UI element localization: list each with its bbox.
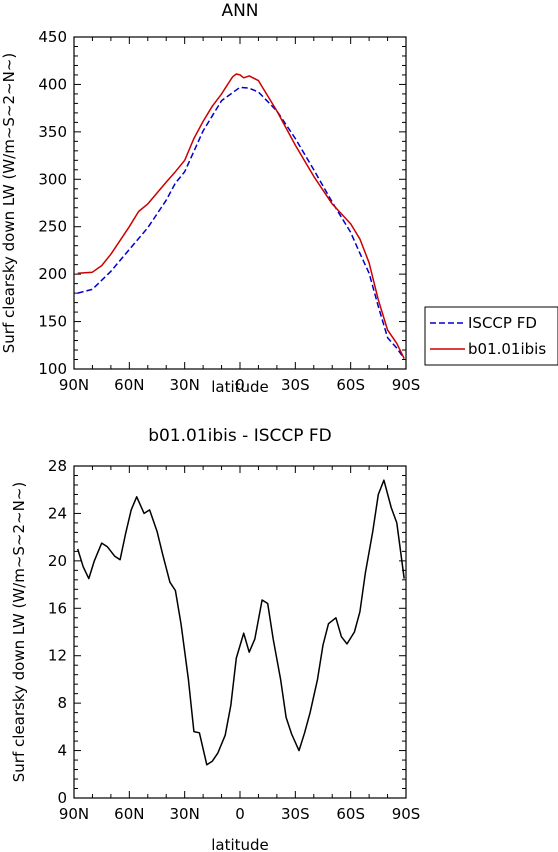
legend-label-model: b01.01ibis — [468, 340, 546, 358]
bottom-axis-ticks — [73, 465, 407, 799]
top-series-lines — [77, 73, 405, 360]
top-axis-ticks — [73, 36, 407, 370]
bottom-y-tick-labels: 0 4 8 12 16 20 24 28 — [48, 457, 67, 807]
top-y-tick-label: 100 — [38, 360, 67, 378]
top-y-tick-label: 300 — [38, 170, 67, 188]
bottom-chart-title: b01.01ibis - ISCCP FD — [148, 426, 332, 446]
top-series-line-b01-01ibis — [77, 73, 405, 359]
top-y-tick-label: 150 — [38, 313, 67, 331]
bottom-x-tick-label: 90N — [59, 805, 89, 823]
bottom-x-tick-label: 60S — [336, 805, 365, 823]
top-x-tick-labels: 90N 60N 30N 0 30S 60S 90S — [59, 376, 420, 394]
top-y-tick-label: 350 — [38, 123, 67, 141]
bottom-y-tick-label: 4 — [57, 742, 67, 760]
legend: ISCCP FD b01.01ibis — [424, 306, 558, 366]
bottom-y-tick-label: 20 — [48, 552, 67, 570]
bottom-x-tick-labels: 90N 60N 30N 0 30S 60S 90S — [59, 805, 420, 823]
top-y-tick-label: 450 — [38, 28, 67, 46]
bottom-x-tick-label: 90S — [392, 805, 421, 823]
top-x-tick-label: 90N — [59, 376, 89, 394]
top-y-axis-label: Surf clearsky down LW (W/m~S~2~N~) — [0, 53, 18, 353]
top-x-tick-label: 90S — [392, 376, 421, 394]
bottom-y-axis-label: Surf clearsky down LW (W/m~S~2~N~) — [10, 482, 28, 782]
top-x-tick-label: 30N — [170, 376, 200, 394]
top-y-tick-labels: 100 150 200 250 300 350 400 450 — [38, 28, 67, 378]
top-plot-frame — [73, 36, 407, 370]
top-y-tick-label: 200 — [38, 265, 67, 283]
top-panel: ANN 90N 60N 30N 0 30S 60S 90S 100 150 200 250 300 3… — [0, 1, 558, 396]
top-x-tick-label: 30S — [281, 376, 310, 394]
bottom-y-tick-label: 8 — [57, 694, 67, 712]
top-x-axis-label: latitude — [211, 378, 269, 396]
bottom-series-line-difference — [76, 479, 405, 766]
legend-label-isccp: ISCCP FD — [468, 314, 537, 332]
top-x-tick-label: 60S — [336, 376, 365, 394]
bottom-y-tick-label: 16 — [48, 599, 67, 617]
bottom-plot-frame — [73, 465, 407, 799]
bottom-x-tick-label: 60N — [114, 805, 144, 823]
top-y-tick-label: 250 — [38, 218, 67, 236]
bottom-y-tick-label: 28 — [48, 457, 67, 475]
bottom-panel: b01.01ibis - ISCCP FD 90N 60N 30N 0 30S 60S 90… — [10, 426, 420, 852]
legend-box — [424, 306, 558, 366]
bottom-x-axis-label: latitude — [211, 836, 269, 852]
bottom-y-tick-label: 0 — [57, 789, 67, 807]
top-x-tick-label: 0 — [235, 376, 245, 394]
top-chart-title: ANN — [221, 1, 258, 21]
bottom-x-tick-label: 30S — [281, 805, 310, 823]
bottom-x-tick-label: 30N — [170, 805, 200, 823]
top-series-line-isccp-fd — [77, 86, 405, 360]
bottom-y-tick-label: 12 — [48, 647, 67, 665]
bottom-x-tick-label: 0 — [235, 805, 245, 823]
bottom-y-tick-label: 24 — [48, 504, 67, 522]
top-x-tick-label: 60N — [114, 376, 144, 394]
bottom-series-lines — [76, 479, 405, 766]
top-y-tick-label: 400 — [38, 75, 67, 93]
